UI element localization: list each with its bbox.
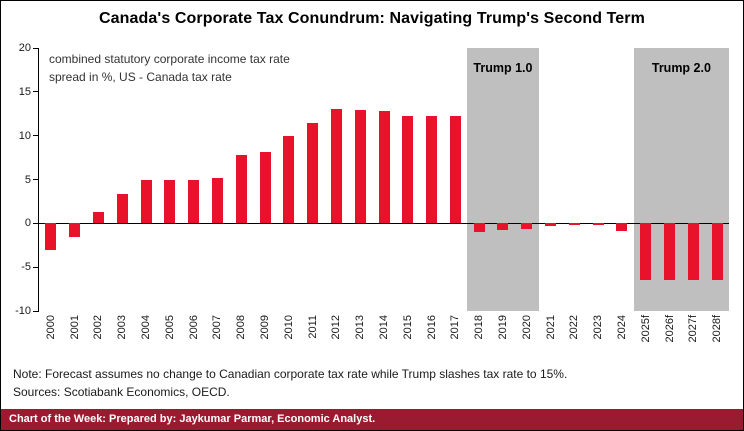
annotation-line-2: spread in %, US - Canada tax rate bbox=[49, 70, 232, 84]
bar bbox=[164, 179, 176, 224]
y-axis-tick bbox=[33, 47, 39, 49]
band-label: Trump 1.0 bbox=[473, 61, 533, 75]
bar bbox=[283, 135, 295, 224]
bar bbox=[473, 223, 485, 233]
bar bbox=[592, 223, 604, 226]
x-tick-label: 2026f bbox=[663, 315, 676, 343]
x-tick-label: 2024 bbox=[615, 315, 628, 340]
bar bbox=[426, 116, 438, 224]
source-line: Sources: Scotiabank Economics, OECD. bbox=[13, 385, 230, 399]
y-tick-label: 20 bbox=[18, 42, 31, 54]
bar bbox=[235, 154, 247, 224]
bar bbox=[69, 223, 81, 238]
chart-title: Canada's Corporate Tax Conundrum: Naviga… bbox=[99, 10, 645, 27]
plot-area: 20 15 10 5 0 -5 -10 Trump 1.0 Trump 2.0 2000 2001 2… bbox=[15, 42, 729, 343]
x-tick-label: 2021 bbox=[544, 315, 557, 340]
bar bbox=[616, 223, 628, 232]
bar bbox=[378, 111, 390, 224]
x-tick-label: 2016 bbox=[425, 315, 438, 340]
y-tick-label: 5 bbox=[24, 173, 31, 186]
x-tick-label: 2014 bbox=[378, 315, 390, 340]
y-tick-label: -5 bbox=[21, 261, 31, 274]
band-label: Trump 2.0 bbox=[651, 61, 711, 75]
bar bbox=[354, 110, 366, 224]
y-tick-label: 10 bbox=[18, 129, 31, 142]
footer-text: Chart of the Week: Prepared by: Jaykumar… bbox=[9, 413, 376, 425]
x-tick-label: 2010 bbox=[282, 315, 295, 340]
y-axis-tick bbox=[33, 91, 39, 93]
y-tick-label: -10 bbox=[15, 305, 31, 317]
x-tick-label: 2009 bbox=[259, 315, 272, 340]
bar bbox=[402, 115, 414, 224]
bar bbox=[45, 223, 57, 250]
x-tick-label: 2013 bbox=[354, 315, 367, 340]
bar bbox=[211, 177, 223, 224]
x-tick-label: 2007 bbox=[211, 315, 224, 340]
y-axis-tick bbox=[33, 222, 39, 224]
bar bbox=[664, 223, 676, 281]
bar bbox=[640, 223, 652, 281]
x-tick-label: 2019 bbox=[496, 315, 509, 340]
y-axis-tick bbox=[33, 266, 39, 268]
bar bbox=[330, 109, 342, 224]
bar bbox=[259, 152, 271, 224]
bar bbox=[140, 180, 152, 224]
axis-annotation: combined statutory corporate income tax … bbox=[49, 50, 290, 86]
x-tick-label: 2022 bbox=[568, 315, 581, 340]
x-tick-label: 2020 bbox=[520, 315, 533, 340]
bar bbox=[545, 223, 557, 226]
x-tick-label: 2028f bbox=[711, 315, 724, 343]
x-tick-label: 2003 bbox=[116, 315, 129, 340]
bar bbox=[116, 193, 128, 224]
y-tick-label: 15 bbox=[18, 85, 31, 98]
x-tick-label: 2012 bbox=[330, 315, 343, 340]
y-axis-tick bbox=[33, 310, 39, 312]
x-tick-label: 2018 bbox=[473, 315, 486, 340]
x-tick-label: 2017 bbox=[449, 315, 462, 340]
x-tick-label: 2005 bbox=[163, 315, 176, 340]
bar bbox=[92, 211, 104, 224]
annotation-line-1: combined statutory corporate income tax … bbox=[49, 52, 290, 66]
era-band bbox=[467, 48, 539, 311]
bar bbox=[521, 223, 533, 229]
bar bbox=[449, 116, 461, 224]
bar bbox=[188, 179, 200, 224]
bar bbox=[497, 223, 509, 231]
x-tick-label: 2025f bbox=[639, 315, 652, 343]
y-axis-tick bbox=[33, 135, 39, 137]
y-tick-label: 0 bbox=[24, 217, 31, 230]
bar bbox=[687, 223, 699, 281]
bar bbox=[307, 122, 319, 224]
bar bbox=[568, 223, 580, 226]
x-tick-label: 2015 bbox=[401, 315, 414, 340]
x-tick-label: 2006 bbox=[187, 315, 200, 340]
note-line: Note: Forecast assumes no change to Cana… bbox=[13, 367, 568, 381]
x-tick-label: 2027f bbox=[687, 315, 700, 343]
x-tick-label: 2002 bbox=[92, 315, 105, 340]
x-tick-label: 2008 bbox=[235, 315, 248, 340]
x-tick-label: 2001 bbox=[68, 315, 81, 340]
footer-banner: Chart of the Week: Prepared by: Jaykumar… bbox=[1, 409, 743, 430]
x-tick-label: 2004 bbox=[140, 315, 153, 340]
bar bbox=[711, 223, 723, 281]
x-tick-label: 2023 bbox=[592, 315, 605, 340]
notes: Note: Forecast assumes no change to Cana… bbox=[13, 365, 567, 401]
y-axis-tick bbox=[33, 179, 39, 180]
zero-axis-line bbox=[39, 222, 729, 225]
x-tick-label: 2011 bbox=[306, 315, 319, 339]
x-tick-label: 2000 bbox=[44, 315, 57, 340]
